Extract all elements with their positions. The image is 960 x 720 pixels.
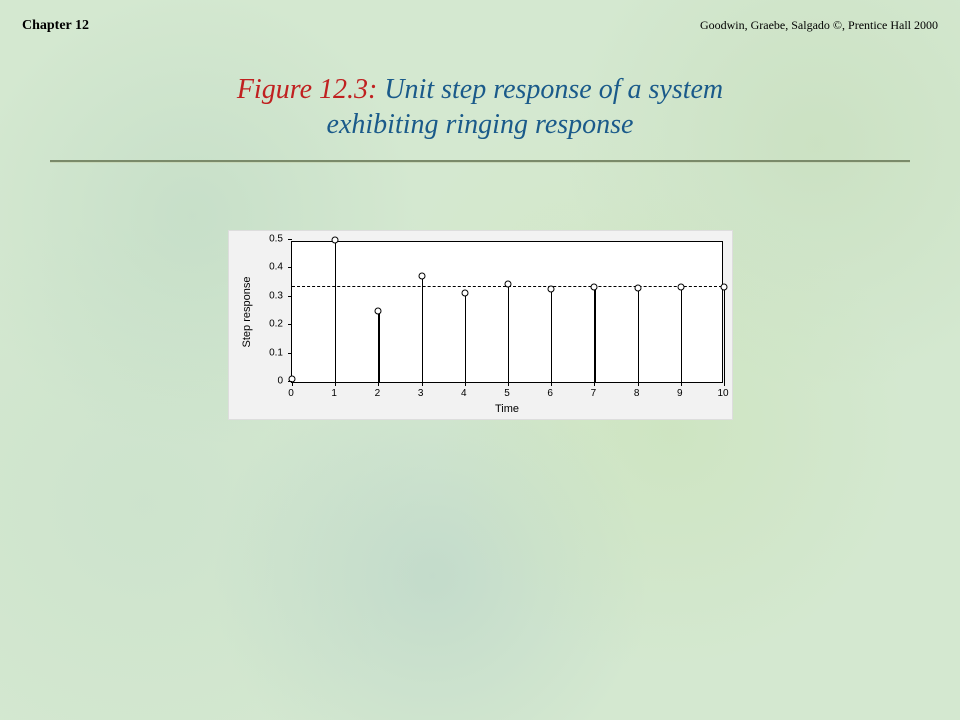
- x-tick-label: 5: [504, 388, 510, 399]
- y-tick: [288, 296, 292, 297]
- data-marker: [677, 284, 684, 291]
- x-tick: [422, 382, 423, 386]
- chart-panel: Time Step response 0 1 2 3 4 5 6 7 8 9 10 0 0.1 0.2 0.…: [228, 230, 733, 420]
- x-tick: [335, 382, 336, 386]
- stem: [724, 287, 725, 382]
- x-tick-label: 3: [418, 388, 424, 399]
- x-tick: [551, 382, 552, 386]
- data-marker: [634, 284, 641, 291]
- stem: [422, 276, 423, 383]
- y-tick: [288, 267, 292, 268]
- y-tick-label: 0.4: [269, 262, 283, 273]
- x-tick-label: 2: [375, 388, 381, 399]
- x-tick: [378, 382, 379, 386]
- x-tick: [638, 382, 639, 386]
- x-tick-label: 0: [288, 388, 294, 399]
- y-tick-label: 0.2: [269, 319, 283, 330]
- data-marker: [375, 308, 382, 315]
- figure-desc-line1: Unit step response of a system: [377, 74, 723, 105]
- divider: [50, 160, 910, 163]
- y-tick-label: 0.5: [269, 234, 283, 245]
- x-tick: [681, 382, 682, 386]
- y-axis-label: Step response: [241, 277, 253, 348]
- stem: [594, 287, 595, 382]
- x-tick: [465, 382, 466, 386]
- figure-title: Figure 12.3: Unit step response of a sys…: [0, 72, 960, 142]
- y-tick: [288, 239, 292, 240]
- data-marker: [721, 284, 728, 291]
- y-tick: [288, 324, 292, 325]
- data-marker: [548, 285, 555, 292]
- stem: [378, 311, 379, 382]
- x-tick: [292, 382, 293, 386]
- figure-desc-line2: exhibiting ringing response: [327, 109, 634, 140]
- data-marker: [332, 237, 339, 244]
- figure-number: Figure 12.3:: [237, 74, 378, 105]
- x-tick-label: 6: [547, 388, 553, 399]
- y-tick-label: 0.1: [269, 347, 283, 358]
- x-tick: [508, 382, 509, 386]
- x-tick-label: 8: [634, 388, 640, 399]
- y-tick-label: 0.3: [269, 290, 283, 301]
- x-tick-label: 1: [331, 388, 337, 399]
- stem: [335, 240, 336, 382]
- y-tick: [288, 381, 292, 382]
- attribution: Goodwin, Graebe, Salgado ©, Prentice Hal…: [700, 18, 938, 33]
- x-axis-label: Time: [495, 403, 519, 415]
- x-tick-label: 9: [677, 388, 683, 399]
- y-tick-label: 0: [277, 376, 283, 387]
- data-marker: [591, 283, 598, 290]
- x-tick-label: 10: [717, 388, 728, 399]
- plot-area: [291, 241, 723, 383]
- stem: [681, 287, 682, 382]
- stem: [638, 288, 639, 382]
- x-tick-label: 7: [591, 388, 597, 399]
- data-marker: [418, 272, 425, 279]
- chapter-label: Chapter 12: [22, 18, 89, 34]
- y-tick: [288, 353, 292, 354]
- x-tick-label: 4: [461, 388, 467, 399]
- stem: [551, 289, 552, 382]
- data-marker: [461, 290, 468, 297]
- stem: [508, 284, 509, 382]
- stem: [465, 293, 466, 382]
- data-marker: [505, 281, 512, 288]
- x-tick: [724, 382, 725, 386]
- x-tick: [594, 382, 595, 386]
